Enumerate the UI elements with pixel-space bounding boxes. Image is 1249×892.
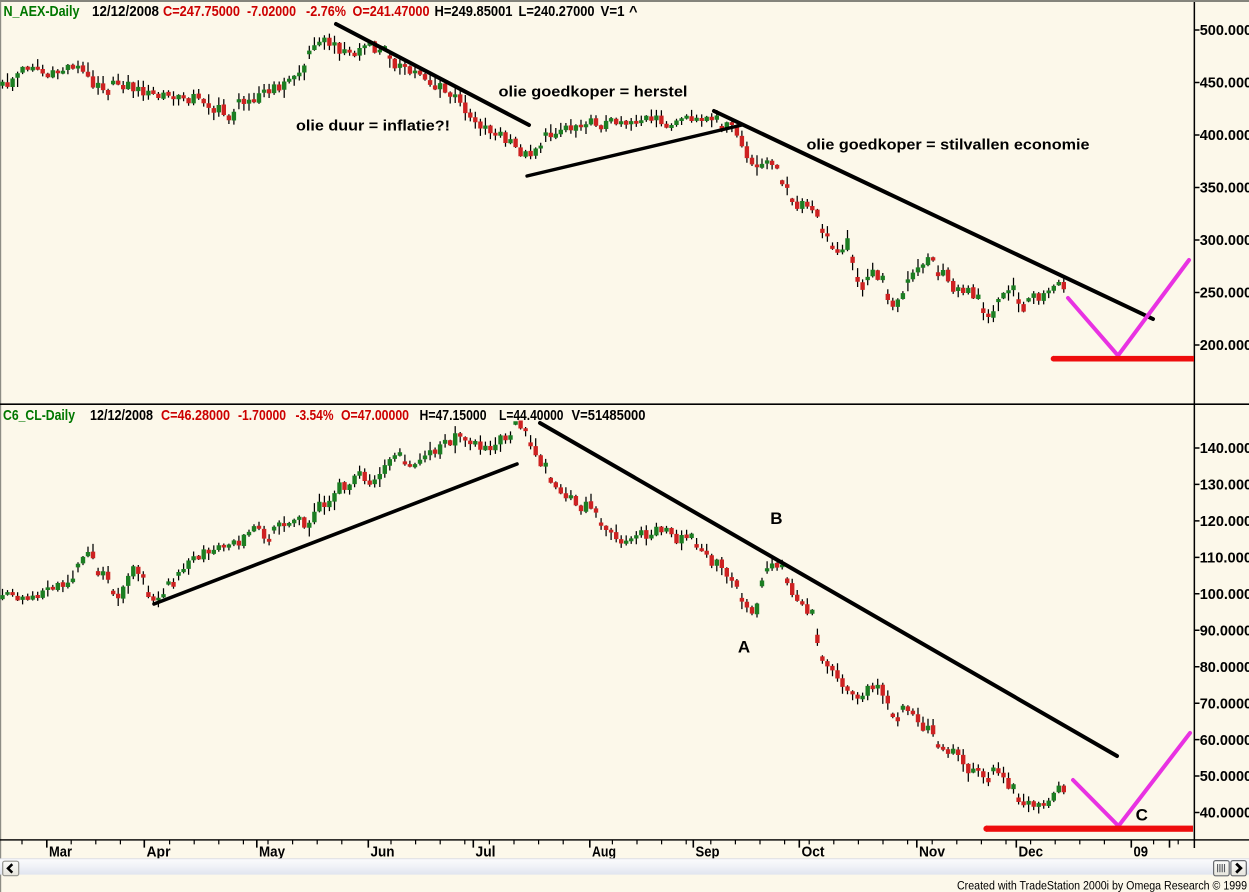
svg-text:Apr: Apr (147, 845, 171, 861)
svg-text:Nov: Nov (919, 845, 946, 861)
svg-text:400.0000: 400.0000 (1200, 128, 1249, 144)
svg-text:olie goedkoper = stilvallen ec: olie goedkoper = stilvallen economie (807, 138, 1090, 154)
svg-text:140.0000: 140.0000 (1200, 441, 1249, 457)
svg-text:May: May (259, 845, 286, 861)
svg-text:50.00000: 50.00000 (1200, 769, 1249, 785)
svg-text:12/12/2008: 12/12/2008 (90, 408, 153, 424)
svg-text:12/12/2008: 12/12/2008 (92, 4, 159, 20)
svg-text:C=247.75000: C=247.75000 (163, 4, 240, 20)
svg-text:Aug: Aug (592, 845, 616, 861)
svg-text:Created with TradeStation 2000: Created with TradeStation 2000i by Omega… (957, 879, 1247, 892)
svg-text:Mar: Mar (49, 845, 72, 861)
svg-text:120.0000: 120.0000 (1200, 514, 1249, 530)
svg-text:350.0000: 350.0000 (1200, 181, 1249, 197)
svg-text:-1.70000: -1.70000 (238, 408, 286, 424)
svg-text:C=46.28000: C=46.28000 (161, 408, 230, 424)
svg-text:200.0000: 200.0000 (1200, 338, 1249, 354)
svg-text:olie goedkoper = herstel: olie goedkoper = herstel (499, 85, 688, 101)
svg-text:80.00000: 80.00000 (1200, 660, 1249, 676)
svg-text:250.0000: 250.0000 (1200, 286, 1249, 302)
svg-text:H=249.85001: H=249.85001 (435, 4, 513, 20)
svg-text:09: 09 (1134, 845, 1149, 861)
svg-text:Jul: Jul (476, 845, 496, 861)
svg-text:60.00000: 60.00000 (1200, 733, 1249, 749)
svg-text:^: ^ (629, 4, 638, 20)
svg-text:H=47.15000: H=47.15000 (420, 408, 487, 424)
svg-text:Jun: Jun (371, 845, 395, 861)
svg-text:300.0000: 300.0000 (1200, 233, 1249, 249)
svg-text:O=47.00000: O=47.00000 (341, 408, 409, 424)
svg-text:130.0000: 130.0000 (1200, 478, 1249, 494)
svg-text:40.00000: 40.00000 (1200, 806, 1249, 822)
svg-text:L=240.27000: L=240.27000 (519, 4, 595, 20)
svg-text:90.00000: 90.00000 (1200, 624, 1249, 640)
svg-text:N_AEX-Daily: N_AEX-Daily (4, 4, 81, 20)
svg-text:Oct: Oct (802, 845, 825, 861)
svg-text:100.0000: 100.0000 (1200, 587, 1249, 603)
svg-text:B: B (770, 509, 782, 528)
svg-text:olie duur = inflatie?!: olie duur = inflatie?! (296, 118, 450, 134)
svg-text:V=1: V=1 (601, 4, 625, 20)
svg-text:L=44.40000: L=44.40000 (499, 408, 564, 424)
svg-text:-2.76%: -2.76% (306, 4, 346, 20)
svg-text:500.0000: 500.0000 (1200, 23, 1249, 39)
svg-text:-3.54%: -3.54% (296, 408, 334, 424)
svg-text:70.00000: 70.00000 (1200, 696, 1249, 712)
svg-text:C6_CL-Daily: C6_CL-Daily (3, 408, 76, 424)
svg-text:Dec: Dec (1019, 845, 1044, 861)
svg-text:Sep: Sep (696, 845, 720, 861)
svg-text:O=241.47000: O=241.47000 (353, 4, 430, 20)
svg-text:A: A (738, 637, 750, 656)
svg-text:V=51485000: V=51485000 (572, 408, 646, 424)
svg-text:-7.02000: -7.02000 (247, 4, 296, 20)
svg-text:450.0000: 450.0000 (1200, 76, 1249, 92)
svg-text:C: C (1136, 806, 1148, 825)
svg-text:110.0000: 110.0000 (1200, 551, 1249, 567)
